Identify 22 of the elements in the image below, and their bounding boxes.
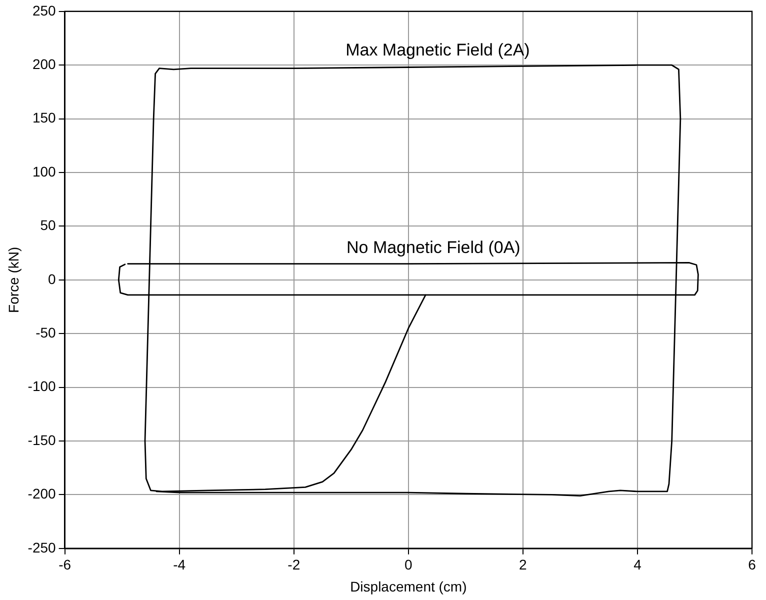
x-tick-label: -2: [288, 556, 300, 573]
y-tick-label: 0: [48, 270, 56, 287]
x-axis-title: Displacement (cm): [350, 578, 467, 594]
x-tick-label: 4: [634, 556, 642, 573]
x-tick-label: -4: [173, 556, 186, 573]
x-tick-label: -6: [58, 556, 72, 573]
y-tick-label: -50: [36, 324, 56, 340]
x-tick-label: 2: [519, 556, 528, 573]
y-tick-label: -200: [28, 486, 56, 502]
y-tick-label: -250: [28, 539, 56, 556]
y-tick-label: 200: [32, 56, 56, 72]
y-tick-label: -150: [28, 432, 56, 448]
y-tick-label: 250: [32, 2, 56, 18]
x-tick-label: 6: [748, 556, 756, 573]
y-tick-label: 150: [32, 110, 56, 126]
series-label: Max Magnetic Field (2A): [346, 40, 530, 60]
series-label: No Magnetic Field (0A): [346, 238, 520, 257]
x-tick-label: 0: [404, 556, 413, 573]
y-tick-label: -100: [28, 378, 56, 394]
y-tick-label: 100: [32, 163, 56, 180]
y-axis-title: Force (kN): [5, 246, 22, 313]
y-tick-label: 50: [40, 217, 56, 234]
